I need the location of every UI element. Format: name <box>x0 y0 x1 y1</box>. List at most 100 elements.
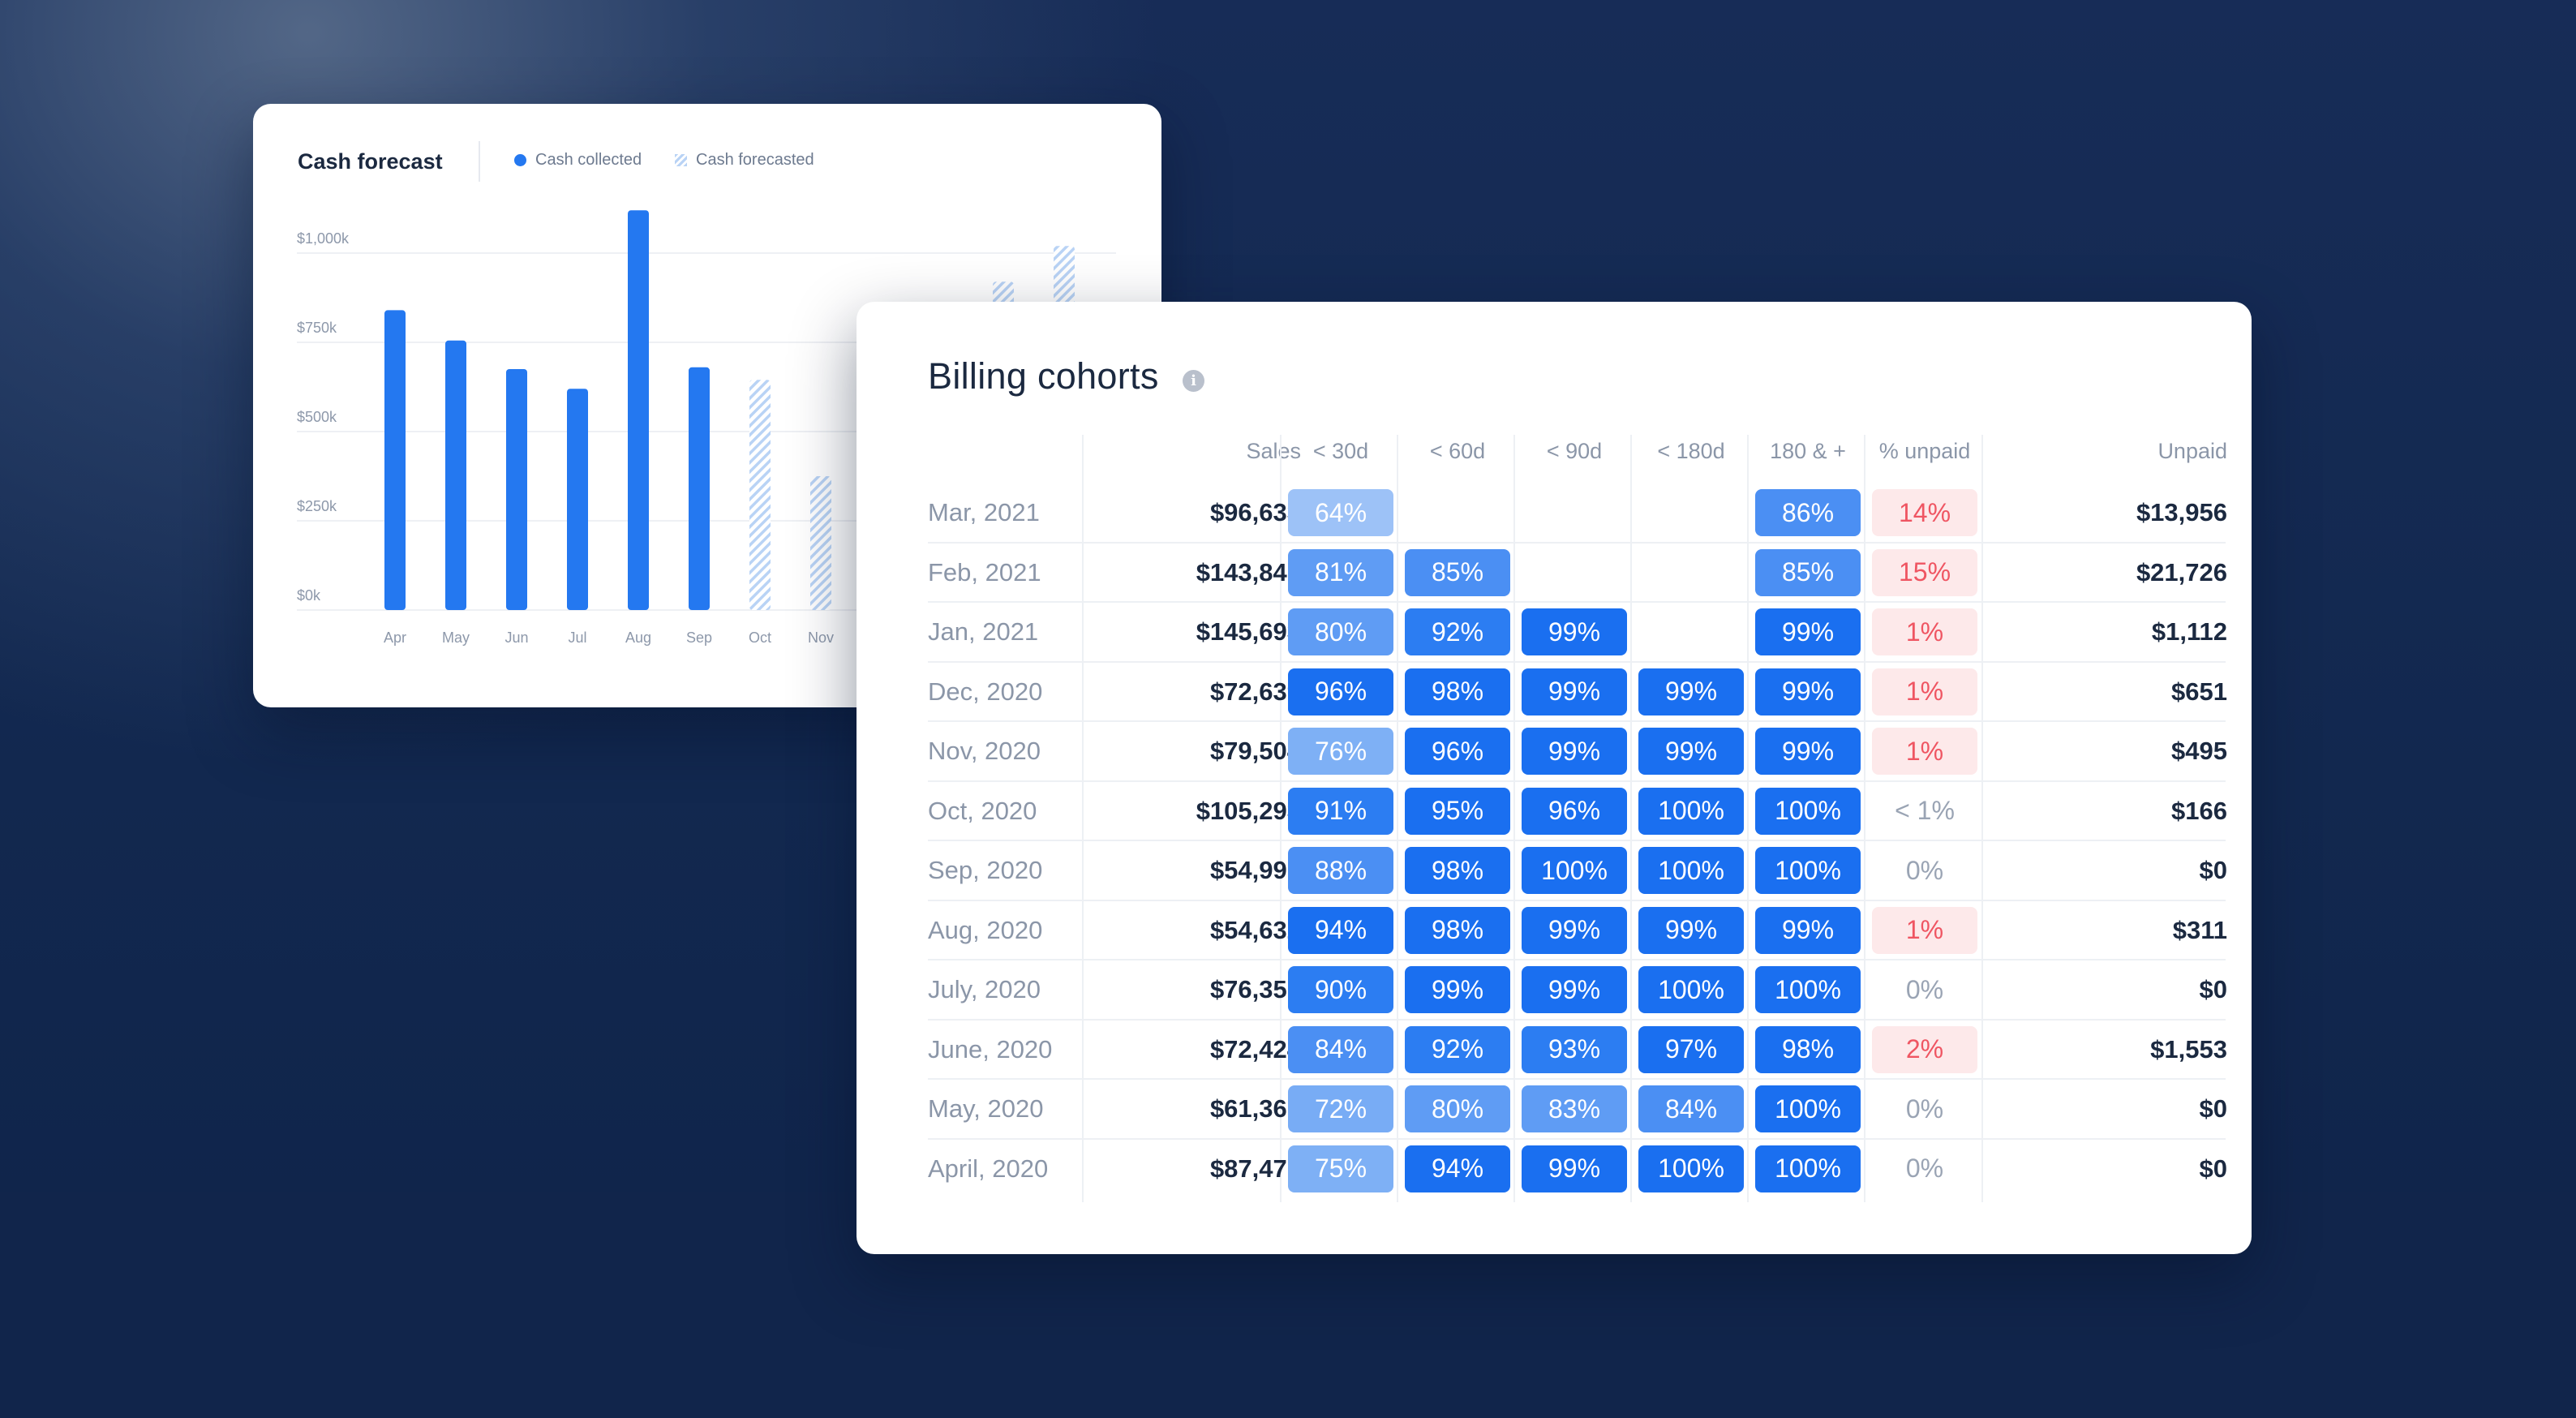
collection-pill-d30[interactable]: 91% <box>1288 787 1393 835</box>
collection-pill-d60[interactable]: 92% <box>1405 608 1510 655</box>
collection-pill-d180p[interactable]: 99% <box>1755 668 1861 715</box>
bar-forecasted[interactable] <box>749 380 771 610</box>
collection-pill-d180p[interactable]: 99% <box>1755 906 1861 954</box>
unpaid-percent[interactable]: 0% <box>1905 1094 1944 1124</box>
collection-pill-d90[interactable]: 93% <box>1522 1025 1627 1073</box>
header-d90[interactable]: < 90d <box>1546 438 1603 463</box>
collection-pill-d60[interactable]: 98% <box>1405 906 1510 954</box>
collection-pill-d180[interactable]: 84% <box>1638 1085 1744 1132</box>
collection-pill-d180p[interactable]: 98% <box>1755 1025 1861 1073</box>
bar-collected[interactable] <box>567 389 588 610</box>
unpaid-percent[interactable]: 1% <box>1872 906 1977 954</box>
header-pct-unpaid[interactable]: % unpaid <box>1878 438 1971 463</box>
cohort-sales: $54,632 <box>1209 915 1301 944</box>
header-sales[interactable]: Sales <box>1246 438 1301 463</box>
bar-collected[interactable] <box>506 369 527 610</box>
bar-collected[interactable] <box>384 310 406 610</box>
unpaid-percent[interactable]: 2% <box>1872 1025 1977 1073</box>
collection-pill-d30[interactable]: 94% <box>1288 906 1393 954</box>
collection-pill-d180[interactable]: 99% <box>1638 728 1744 775</box>
column-divider <box>1630 435 1632 1202</box>
collection-pill-d180p[interactable]: 99% <box>1755 728 1861 775</box>
collection-pill-d60[interactable]: 95% <box>1405 787 1510 835</box>
collection-pill-d60[interactable]: 98% <box>1405 668 1510 715</box>
collection-pill-d30[interactable]: 96% <box>1288 668 1393 715</box>
unpaid-percent[interactable]: 1% <box>1872 668 1977 715</box>
unpaid-percent[interactable]: 14% <box>1872 489 1977 536</box>
unpaid-percent[interactable]: 0% <box>1905 1154 1944 1183</box>
unpaid-percent[interactable]: 1% <box>1872 608 1977 655</box>
collection-pill-d60[interactable]: 80% <box>1405 1085 1510 1132</box>
collection-pill-d180[interactable]: 100% <box>1638 966 1744 1013</box>
collection-pill-d60[interactable]: 99% <box>1405 966 1510 1013</box>
collection-pill-d180[interactable]: 100% <box>1638 847 1744 894</box>
bar-collected[interactable] <box>689 367 710 610</box>
cohort-unpaid: $0 <box>2199 1154 2227 1183</box>
collection-pill-d180p[interactable]: 99% <box>1755 608 1861 655</box>
column-divider <box>1864 435 1865 1202</box>
collection-pill-d180p[interactable]: 100% <box>1755 1145 1861 1192</box>
collection-pill-d180[interactable]: 97% <box>1638 1025 1744 1073</box>
unpaid-percent[interactable]: 0% <box>1905 855 1944 885</box>
cohort-month: April, 2020 <box>928 1154 1049 1183</box>
collection-pill-d30[interactable]: 84% <box>1288 1025 1393 1073</box>
bar-collected[interactable] <box>445 340 466 610</box>
collection-pill-d180p[interactable]: 100% <box>1755 966 1861 1013</box>
collection-pill-d30[interactable]: 88% <box>1288 847 1393 894</box>
cash-forecast-title: Cash forecast <box>298 149 443 174</box>
collection-pill-d60[interactable]: 98% <box>1405 847 1510 894</box>
bar-collected[interactable] <box>628 210 649 610</box>
cohort-unpaid: $13,956 <box>2136 498 2227 526</box>
collection-pill-d180[interactable]: 99% <box>1638 668 1744 715</box>
cohort-sales: $145,693 <box>1196 617 1301 646</box>
collection-pill-d30[interactable]: 75% <box>1288 1145 1393 1192</box>
collection-pill-d90[interactable]: 99% <box>1522 728 1627 775</box>
info-icon[interactable]: i <box>1183 370 1204 392</box>
cohort-sales: $54,990 <box>1209 856 1301 884</box>
unpaid-percent[interactable]: 0% <box>1905 974 1944 1004</box>
collection-pill-d90[interactable]: 100% <box>1522 847 1627 894</box>
collection-pill-d90[interactable]: 96% <box>1522 787 1627 835</box>
cohort-month: Dec, 2020 <box>928 677 1043 706</box>
collection-pill-d90[interactable]: 83% <box>1522 1085 1627 1132</box>
collection-pill-d180p[interactable]: 100% <box>1755 787 1861 835</box>
collection-pill-d60[interactable]: 96% <box>1405 728 1510 775</box>
header-d180[interactable]: < 180d <box>1657 438 1725 463</box>
collection-pill-d90[interactable]: 99% <box>1522 906 1627 954</box>
header-d180p[interactable]: 180 & + <box>1770 438 1846 463</box>
collection-pill-d60[interactable]: 94% <box>1405 1145 1510 1192</box>
header-d30[interactable]: < 30d <box>1312 438 1369 463</box>
cohort-sales: $72,639 <box>1209 677 1301 706</box>
header-unpaid[interactable]: Unpaid <box>2157 438 2227 463</box>
collection-pill-d90[interactable]: 99% <box>1522 668 1627 715</box>
cohort-sales: $72,424 <box>1209 1034 1301 1064</box>
collection-pill-d90[interactable]: 99% <box>1522 1145 1627 1192</box>
collection-pill-d180p[interactable]: 85% <box>1755 548 1861 596</box>
collection-pill-d60[interactable]: 85% <box>1405 548 1510 596</box>
collection-pill-d180[interactable]: 99% <box>1638 906 1744 954</box>
collection-pill-d30[interactable]: 80% <box>1288 608 1393 655</box>
collection-pill-d180[interactable]: 100% <box>1638 787 1744 835</box>
collection-pill-d60[interactable]: 92% <box>1405 1025 1510 1073</box>
header-d60[interactable]: < 60d <box>1429 438 1486 463</box>
bar-forecasted[interactable] <box>810 476 831 610</box>
collection-pill-d180[interactable]: 100% <box>1638 1145 1744 1192</box>
collection-pill-d90[interactable]: 99% <box>1522 608 1627 655</box>
unpaid-percent[interactable]: < 1% <box>1895 796 1955 825</box>
collection-pill-d30[interactable]: 72% <box>1288 1085 1393 1132</box>
collection-pill-d30[interactable]: 76% <box>1288 728 1393 775</box>
unpaid-percent[interactable]: 1% <box>1872 728 1977 775</box>
legend-cash-forecasted[interactable]: Cash forecasted <box>675 151 814 170</box>
collection-pill-d180p[interactable]: 86% <box>1755 489 1861 536</box>
column-divider <box>1280 435 1282 1202</box>
forecast-hatch-icon <box>675 154 687 166</box>
collection-pill-d30[interactable]: 81% <box>1288 548 1393 596</box>
row-divider <box>928 780 2226 782</box>
collection-pill-d180p[interactable]: 100% <box>1755 847 1861 894</box>
legend-cash-collected[interactable]: Cash collected <box>514 151 642 170</box>
collection-pill-d180p[interactable]: 100% <box>1755 1085 1861 1132</box>
collection-pill-d30[interactable]: 64% <box>1288 489 1393 536</box>
unpaid-percent[interactable]: 15% <box>1872 548 1977 596</box>
collection-pill-d90[interactable]: 99% <box>1522 966 1627 1013</box>
collection-pill-d30[interactable]: 90% <box>1288 966 1393 1013</box>
